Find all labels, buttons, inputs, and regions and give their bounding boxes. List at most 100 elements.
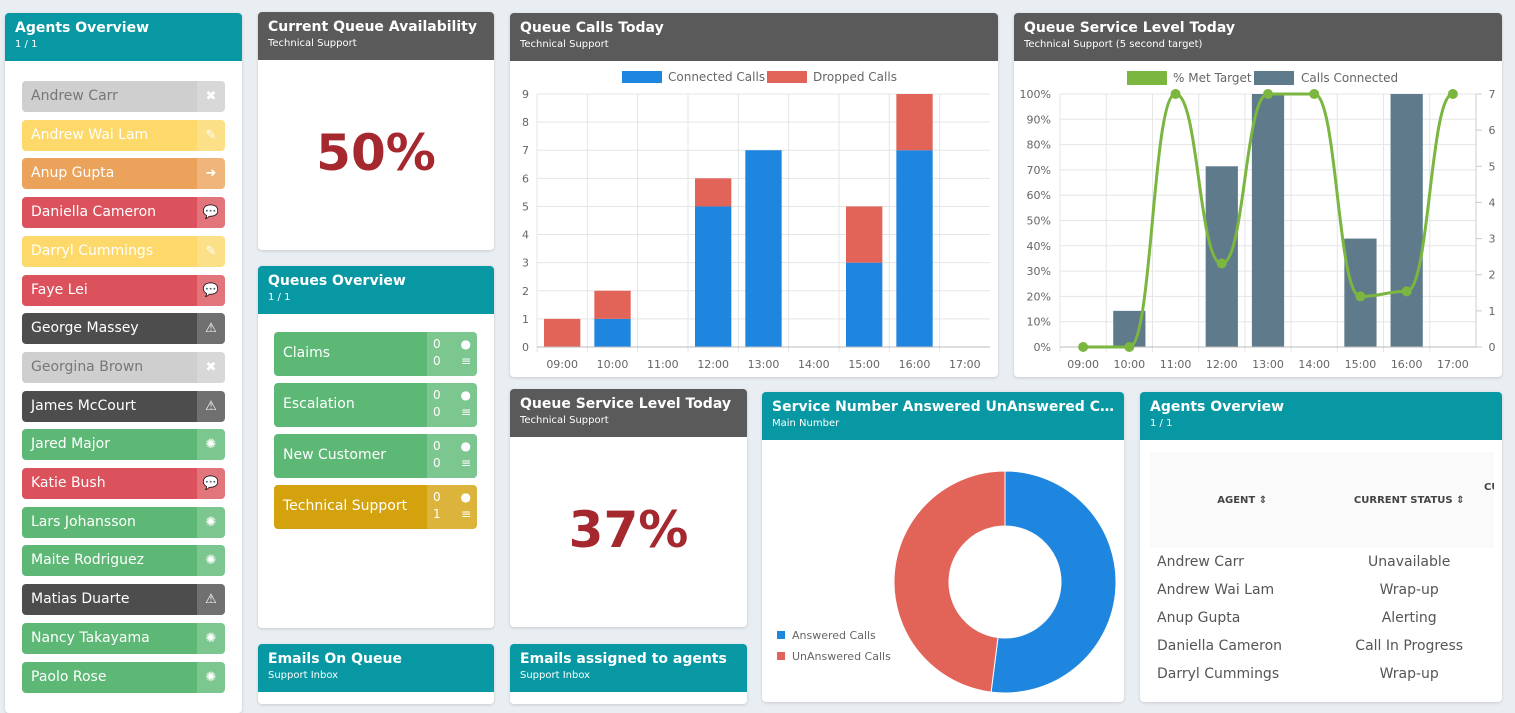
service-level-chart-panel: Queue Service Level Today Technical Suppo… [1014,13,1502,377]
warning-icon[interactable]: ⚠ [197,584,225,616]
bar-calls-connected [1205,166,1238,347]
table-row[interactable]: Andrew Carr Unavailable [1150,548,1494,576]
legend-swatch [1127,71,1167,85]
calls-count: 0 [433,388,441,402]
legend-label: UnAnswered Calls [792,650,891,663]
agent-item[interactable]: Matias Duarte ⚠ [22,584,225,616]
bar-dropped-calls [594,290,631,319]
close-icon[interactable]: ✖ [197,351,225,383]
edit-icon[interactable]: ✎ [197,235,225,267]
panel-subtitle: Technical Support [520,39,609,50]
table-row[interactable]: Anup Gupta Alerting [1150,604,1494,632]
calls-count: 0 [433,439,441,453]
agent-name: Katie Bush [31,475,106,491]
y-tick-label: 2 [522,285,529,298]
agent-item[interactable]: Maite Rodriguez ✺ [22,545,225,577]
x-tick-label: 14:00 [1298,358,1330,371]
agent-item[interactable]: Paolo Rose ✺ [22,661,225,693]
chat-icon[interactable]: 💬 [197,468,225,499]
chat-icon[interactable]: 💬 [197,197,225,229]
y-tick-label: 9 [522,88,529,101]
chat-icon: ● [460,439,471,453]
bar-dropped-calls [544,318,581,347]
point-met-target [1355,291,1366,302]
queue-item[interactable]: Technical Support 0 ● 1 ≡ [274,485,477,529]
agent-item[interactable]: Faye Lei 💬 [22,274,225,306]
edit-icon[interactable]: ✎ [197,119,225,151]
y-tick-label: 4 [522,229,529,242]
status-cell: Unavailable [1368,554,1451,570]
queue-item[interactable]: Claims 0 ● 0 ≡ [274,332,477,376]
agent-name: Anup Gupta [31,165,115,182]
y-left-tick-label: 60% [1027,189,1051,202]
arrow-right-icon[interactable]: ➜ [197,158,225,190]
chat-icon: ● [460,337,471,351]
table-row[interactable]: Darryl Cummings Wrap-up [1150,660,1494,688]
spinner-icon[interactable]: ✺ [197,545,225,577]
agent-item[interactable]: Anup Gupta ➜ [22,158,225,190]
availability-value: 50% [316,124,436,182]
y-left-tick-label: 40% [1027,240,1051,253]
queue-item[interactable]: Escalation 0 ● 0 ≡ [274,383,477,427]
agent-item[interactable]: Katie Bush 💬 [22,468,225,499]
list-icon: ≡ [460,507,471,521]
agent-item[interactable]: George Massey ⚠ [22,313,225,345]
legend-label: Answered Calls [792,629,876,642]
agent-cell: Anup Gupta [1157,610,1241,626]
y-right-tick-label: 5 [1489,160,1496,173]
agent-item[interactable]: Jared Major ✺ [22,429,225,461]
agent-item[interactable]: Andrew Wai Lam ✎ [22,119,225,151]
spinner-icon[interactable]: ✺ [197,429,225,461]
slice-answered-calls [990,470,1117,694]
panel-title: Current Queue Availability [268,19,477,35]
legend-label: Dropped Calls [813,70,897,84]
agents-overview-panel: Agents Overview 1 / 1 Andrew Carr ✖ Andrew … [5,13,242,713]
close-icon[interactable]: ✖ [197,81,225,112]
warning-icon[interactable]: ⚠ [197,313,225,345]
spinner-icon[interactable]: ✺ [197,622,225,654]
panel-title: Agents Overview [15,20,149,36]
panel-subtitle: Main Number [772,418,840,429]
y-right-tick-label: 4 [1489,196,1496,209]
page-indicator: 1 / 1 [15,39,38,50]
list-icon: ≡ [460,354,471,368]
agent-item[interactable]: Daniella Cameron 💬 [22,197,225,229]
agent-item[interactable]: Andrew Carr ✖ [22,81,225,112]
emails-on-queue-panel: Emails On Queue Support Inbox [258,644,494,704]
extra-column-header[interactable]: CU [1484,452,1494,548]
table-row[interactable]: Andrew Wai Lam Wrap-up [1150,576,1494,604]
spinner-icon[interactable]: ✺ [197,661,225,693]
point-met-target [1078,342,1089,352]
panel-title: Service Number Answered UnAnswered Calls… [772,399,1114,415]
y-right-tick-label: 2 [1489,269,1496,282]
agent-item[interactable]: Darryl Cummings ✎ [22,235,225,267]
agent-column-header[interactable]: AGENT ⇕ [1150,452,1335,548]
agent-cell: Daniella Cameron [1157,638,1283,654]
y-right-tick-label: 1 [1489,305,1496,318]
agents-table-panel: Agents Overview 1 / 1 AGENT ⇕ CURRENT STA… [1140,392,1502,702]
legend-swatch [1254,71,1294,85]
waiting-count: 0 [433,354,441,368]
agent-item[interactable]: Lars Johansson ✺ [22,506,225,538]
answered-unanswered-panel: Service Number Answered UnAnswered Calls… [762,392,1124,702]
status-column-header[interactable]: CURRENT STATUS ⇕ [1334,452,1484,548]
warning-icon[interactable]: ⚠ [197,390,225,422]
bar-dropped-calls [695,178,732,207]
agent-item[interactable]: Georgina Brown ✖ [22,351,225,383]
agent-item[interactable]: James McCourt ⚠ [22,390,225,422]
x-tick-label: 17:00 [949,358,981,371]
legend-swatch [777,631,785,639]
x-tick-label: 11:00 [647,358,679,371]
service-level-chart: 0% 10% 20% 30% 40% 50% 60% 70% 80% 90% 100% 0 1 2 3 4 5 6… [1020,71,1496,371]
spinner-icon[interactable]: ✺ [197,506,225,538]
agent-item[interactable]: Nancy Takayama ✺ [22,622,225,654]
y-right-tick-label: 0 [1489,341,1496,354]
queue-item[interactable]: New Customer 0 ● 0 ≡ [274,434,477,478]
chat-icon[interactable]: 💬 [197,274,225,306]
y-tick-label: 1 [522,313,529,326]
agent-name: Andrew Carr [31,88,118,104]
agent-name: Georgina Brown [31,358,144,375]
legend-swatch [777,652,785,660]
table-row[interactable]: Daniella Cameron Call In Progress [1150,632,1494,660]
y-right-tick-label: 6 [1489,124,1496,137]
